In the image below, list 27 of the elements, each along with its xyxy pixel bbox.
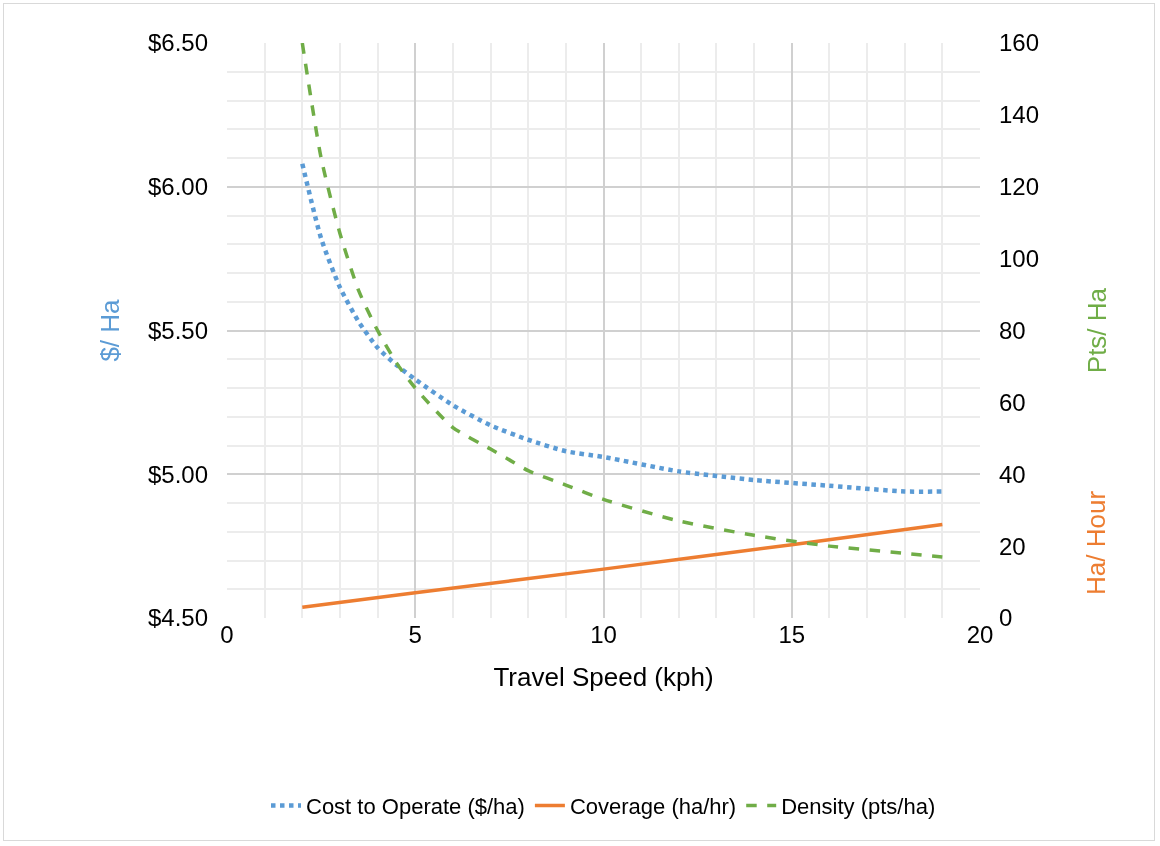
- y2-tick-label: 40: [999, 460, 1026, 488]
- x-tick-label: 15: [778, 621, 806, 648]
- x-tick-label: 5: [408, 621, 422, 648]
- y-tick-label: $6.50: [147, 29, 208, 57]
- legend-label: Cost to Operate ($/ha): [306, 794, 525, 820]
- legend-label: Coverage (ha/hr): [569, 794, 737, 820]
- legend-label: Density (pts/ha): [781, 794, 936, 820]
- line-series: [300, 43, 945, 559]
- y2-tick-label: 120: [999, 173, 1040, 201]
- line-series: [300, 522, 945, 609]
- y2-tick-label: 20: [999, 532, 1026, 560]
- y2-tick-label: 80: [999, 316, 1026, 344]
- y-tick-label: $4.50: [147, 604, 208, 632]
- x-tick-label: 0: [220, 621, 234, 648]
- y-tick-label: $5.00: [147, 460, 208, 488]
- y2-tick-label: 100: [999, 245, 1040, 273]
- x-tick-label: 10: [590, 621, 617, 648]
- y-axis-title: $/ Ha: [95, 298, 126, 362]
- y2-tick-label: 140: [999, 101, 1040, 129]
- y2-axis-title: Pts/ Ha: [1082, 287, 1113, 374]
- y-tick-label: $5.50: [147, 316, 208, 344]
- y2-tick-label: 160: [999, 29, 1040, 57]
- y-tick-label: $6.00: [147, 173, 208, 201]
- x-axis-title: Travel Speed (kph): [493, 661, 714, 692]
- y2-tick-label: 60: [999, 388, 1026, 416]
- x-tick-label: 20: [966, 621, 994, 648]
- y3-axis-title: Ha/ Hour: [1081, 490, 1112, 595]
